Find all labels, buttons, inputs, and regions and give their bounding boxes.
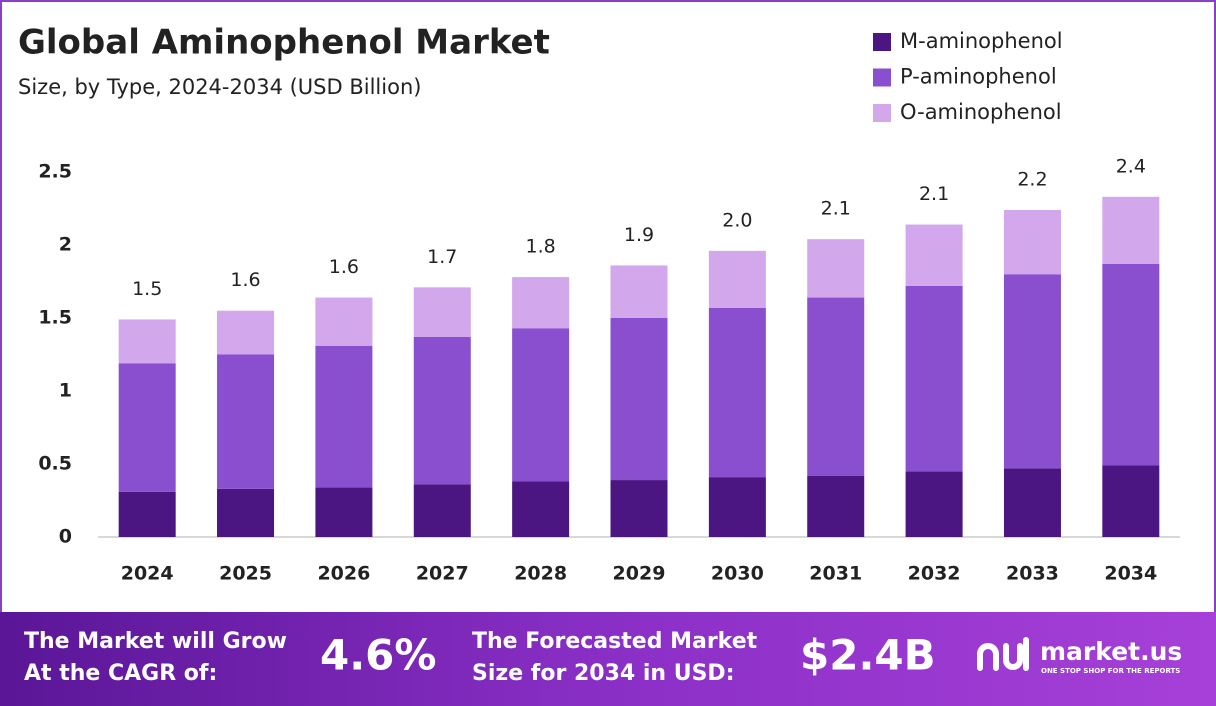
size-text: The Forecasted Market — [472, 629, 758, 654]
cagr-value: 4.6% — [320, 631, 436, 680]
y-tick-label: 2 — [59, 234, 72, 256]
x-tick-label: 2026 — [317, 563, 370, 585]
y-tick-label: 0.5 — [38, 453, 72, 475]
bar-segment — [118, 363, 176, 492]
size-text: Size for 2034 in USD: — [472, 661, 735, 686]
cagr-text: The Market will Grow — [24, 629, 287, 654]
total-label: 2.1 — [821, 198, 851, 220]
bar-segment — [413, 287, 471, 337]
bar-segment — [1102, 465, 1160, 537]
bar-segment — [1003, 468, 1061, 537]
bar-segment — [118, 491, 176, 537]
total-label: 2.1 — [919, 183, 949, 205]
bar-segment — [315, 345, 373, 488]
bar-segment — [512, 481, 570, 537]
bar-segment — [512, 328, 570, 482]
bar-segment — [413, 336, 471, 485]
total-label: 2.4 — [1116, 155, 1146, 177]
y-tick-label: 1.5 — [38, 307, 72, 329]
y-tick-label: 2.5 — [38, 161, 72, 183]
bar-segment — [807, 297, 865, 476]
total-label: 2.0 — [722, 209, 752, 231]
bar-segment — [708, 477, 766, 537]
bar-segment — [807, 239, 865, 298]
bar-segment — [315, 297, 373, 346]
total-label: 1.8 — [526, 236, 556, 258]
x-tick-label: 2031 — [809, 563, 862, 585]
legend: M-aminophenol P-aminophenol O-aminophenol — [873, 29, 1063, 124]
legend-swatch — [873, 33, 891, 51]
footer-band — [0, 612, 1216, 706]
bar-segment — [905, 285, 963, 472]
x-tick-label: 2030 — [711, 563, 764, 585]
bar-segment — [610, 318, 668, 481]
plot: 0 0.5 1 1.5 2 2.5 1.5 2024 1.6 2025 1.6 2026 1.7 2027… — [38, 155, 1180, 585]
bar-segment — [610, 265, 668, 318]
bar-segment — [315, 487, 373, 537]
x-tick-label: 2025 — [219, 563, 272, 585]
chart-title: Global Aminophenol Market — [18, 23, 550, 63]
bar-segment — [118, 319, 176, 364]
bar-segment — [807, 475, 865, 537]
legend-label: M-aminophenol — [900, 29, 1063, 53]
y-tick-label: 1 — [59, 380, 72, 402]
brand: market.us — [1040, 637, 1182, 666]
bar-segment — [905, 471, 963, 537]
total-label: 1.6 — [230, 269, 260, 291]
brand-logo — [977, 637, 1029, 671]
brand-tagline: ONE STOP SHOP FOR THE REPORTS — [1041, 667, 1180, 675]
bar-segment — [905, 224, 963, 286]
x-tick-label: 2032 — [908, 563, 961, 585]
total-label: 1.9 — [624, 224, 654, 246]
x-tick-label: 2033 — [1006, 563, 1059, 585]
x-tick-label: 2027 — [416, 563, 469, 585]
legend-swatch — [873, 68, 891, 87]
total-label: 2.2 — [1017, 168, 1047, 190]
legend-label: O-aminophenol — [900, 100, 1062, 124]
legend-swatch — [873, 104, 891, 122]
bar-segment — [217, 354, 275, 489]
bar-segment — [1003, 274, 1061, 469]
bar-segment — [217, 488, 275, 537]
bar-segment — [708, 250, 766, 308]
bar-segment — [1003, 209, 1061, 275]
y-tick-label: 0 — [59, 526, 72, 548]
x-tick-label: 2028 — [514, 563, 567, 585]
bar-segment — [1102, 263, 1160, 466]
x-tick-label: 2034 — [1104, 563, 1157, 585]
total-label: 1.7 — [427, 246, 457, 268]
total-label: 1.5 — [132, 278, 162, 300]
bar-segment — [512, 277, 570, 329]
bar-segment — [413, 484, 471, 537]
chart-subtitle: Size, by Type, 2024-2034 (USD Billion) — [18, 75, 421, 99]
bar-segment — [610, 480, 668, 537]
bar-segment — [217, 310, 275, 355]
total-label: 1.6 — [329, 256, 359, 278]
x-tick-label: 2029 — [613, 563, 666, 585]
size-value: $2.4B — [800, 631, 936, 680]
x-tick-label: 2024 — [121, 563, 174, 585]
legend-label: P-aminophenol — [900, 65, 1057, 89]
bar-segment — [708, 307, 766, 478]
cagr-text: At the CAGR of: — [24, 661, 217, 686]
bar-segment — [1102, 196, 1160, 264]
